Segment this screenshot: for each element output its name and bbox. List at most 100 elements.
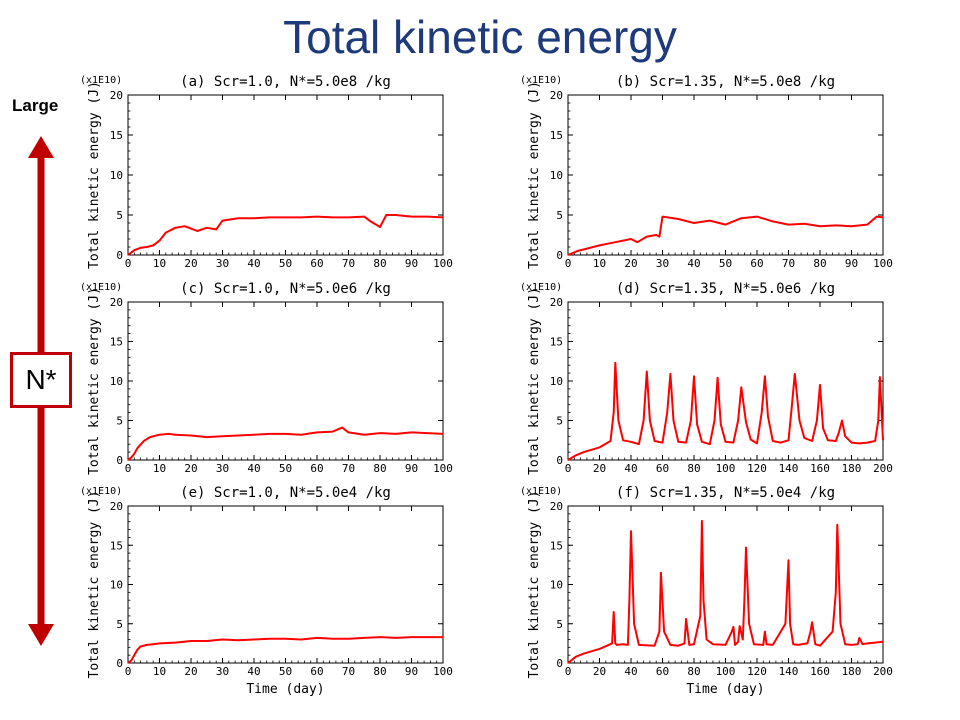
x-tick-label: 180: [842, 665, 862, 678]
y-axis-label: Total kinetic energy (J): [527, 491, 542, 679]
x-tick-label: 140: [779, 462, 799, 475]
y-tick-label: 15: [550, 336, 563, 349]
x-tick-label: 40: [624, 665, 637, 678]
x-tick-label: 120: [747, 665, 767, 678]
x-tick-label: 100: [716, 462, 736, 475]
chart-panel: (d) Scr=1.35, N*=5.0e6 /kg (x1E10) 0 20 40 60…: [520, 281, 893, 475]
x-tick-label: 90: [405, 665, 418, 678]
x-tick-label: 80: [687, 462, 700, 475]
x-tick-label: 80: [373, 665, 386, 678]
x-tick-label: 20: [184, 257, 197, 270]
y-tick-label: 20: [110, 500, 123, 513]
x-tick-label: 0: [565, 462, 572, 475]
chart-title: (a) Scr=1.0, N*=5.0e8 /kg: [180, 74, 391, 90]
y-tick-label: 5: [116, 209, 123, 222]
chart-panel: (e) Scr=1.0, N*=5.0e4 /kg (x1E10) 0 10 20 30 4…: [80, 485, 453, 697]
x-tick-label: 60: [310, 462, 323, 475]
x-tick-label: 100: [433, 462, 453, 475]
x-tick-label: 100: [873, 257, 893, 270]
y-tick-label: 10: [550, 579, 563, 592]
chart-panel: (b) Scr=1.35, N*=5.0e8 /kg (x1E10) 0 10 20 30…: [520, 74, 893, 270]
x-tick-label: 50: [719, 257, 732, 270]
x-tick-label: 70: [342, 257, 355, 270]
series-line: [567, 215, 884, 256]
chart-panel: (a) Scr=1.0, N*=5.0e8 /kg (x1E10) 0 10 20 30 4…: [80, 74, 453, 270]
x-tick-label: 40: [247, 462, 260, 475]
x-tick-label: 0: [125, 665, 132, 678]
x-tick-label: 40: [247, 257, 260, 270]
y-tick-label: 20: [550, 296, 563, 309]
x-tick-label: 70: [782, 257, 795, 270]
x-tick-label: 160: [810, 665, 830, 678]
x-tick-label: 30: [656, 257, 669, 270]
x-tick-label: 80: [373, 462, 386, 475]
y-multiplier: (x1E10): [520, 282, 562, 293]
x-tick-label: 50: [279, 462, 292, 475]
arrow-head-down: [28, 624, 54, 646]
x-tick-label: 10: [153, 257, 166, 270]
x-tick-label: 100: [716, 665, 736, 678]
y-axis-label: Total kinetic energy (J): [527, 81, 542, 269]
x-tick-label: 50: [279, 257, 292, 270]
x-tick-label: 90: [405, 462, 418, 475]
y-axis-label: Total kinetic energy (J): [87, 81, 102, 269]
chart-panel: (f) Scr=1.35, N*=5.0e4 /kg (x1E10) 0 20 40 60…: [520, 485, 893, 697]
x-tick-label: 200: [873, 462, 893, 475]
chart-title: (f) Scr=1.35, N*=5.0e4 /kg: [616, 485, 835, 501]
x-tick-label: 0: [125, 462, 132, 475]
y-multiplier: (x1E10): [80, 282, 122, 293]
x-tick-label: 20: [593, 462, 606, 475]
y-multiplier: (x1E10): [520, 75, 562, 86]
y-tick-label: 20: [110, 296, 123, 309]
y-axis-label: Total kinetic energy (J): [87, 491, 102, 679]
y-tick-label: 10: [550, 375, 563, 388]
x-tick-label: 120: [747, 462, 767, 475]
y-tick-label: 10: [110, 375, 123, 388]
chart-title: (d) Scr=1.35, N*=5.0e6 /kg: [616, 281, 835, 297]
x-tick-label: 60: [656, 665, 669, 678]
x-tick-label: 10: [153, 665, 166, 678]
y-tick-label: 0: [556, 454, 563, 467]
x-tick-label: 20: [624, 257, 637, 270]
series-line: [127, 426, 444, 461]
x-tick-label: 10: [153, 462, 166, 475]
arrow-head-up: [28, 136, 54, 158]
x-tick-label: 10: [593, 257, 606, 270]
x-tick-label: 20: [184, 462, 197, 475]
x-tick-label: 70: [342, 665, 355, 678]
y-tick-label: 0: [556, 249, 563, 262]
x-tick-label: 30: [216, 257, 229, 270]
x-tick-label: 0: [565, 665, 572, 678]
page-title: Total kinetic energy: [283, 11, 677, 63]
x-tick-label: 100: [433, 665, 453, 678]
x-tick-label: 40: [247, 665, 260, 678]
y-tick-label: 10: [110, 579, 123, 592]
y-tick-label: 10: [550, 169, 563, 182]
series-line: [567, 519, 884, 664]
y-tick-label: 15: [110, 336, 123, 349]
nstar-box: N*: [10, 352, 72, 408]
chart-title: (b) Scr=1.35, N*=5.0e8 /kg: [616, 74, 835, 90]
y-tick-label: 0: [116, 657, 123, 670]
y-tick-label: 5: [116, 415, 123, 428]
y-multiplier: (x1E10): [520, 486, 562, 497]
x-tick-label: 30: [216, 665, 229, 678]
plot-frame: [127, 94, 444, 256]
series-line: [567, 361, 884, 461]
x-axis-label: Time (day): [246, 682, 324, 697]
y-axis-label: Total kinetic energy (J): [527, 287, 542, 475]
y-tick-label: 0: [116, 454, 123, 467]
x-tick-label: 20: [593, 665, 606, 678]
x-tick-label: 0: [125, 257, 132, 270]
x-tick-label: 80: [813, 257, 826, 270]
series-line: [127, 636, 443, 664]
chart-title: (c) Scr=1.0, N*=5.0e6 /kg: [180, 281, 391, 297]
y-axis-label: Total kinetic energy (J): [87, 287, 102, 475]
x-tick-label: 80: [373, 257, 386, 270]
plot-frame: [127, 301, 444, 461]
y-tick-label: 20: [550, 89, 563, 102]
y-multiplier: (x1E10): [80, 486, 122, 497]
x-tick-label: 70: [342, 462, 355, 475]
plot-frame: [567, 94, 884, 256]
x-tick-label: 100: [433, 257, 453, 270]
